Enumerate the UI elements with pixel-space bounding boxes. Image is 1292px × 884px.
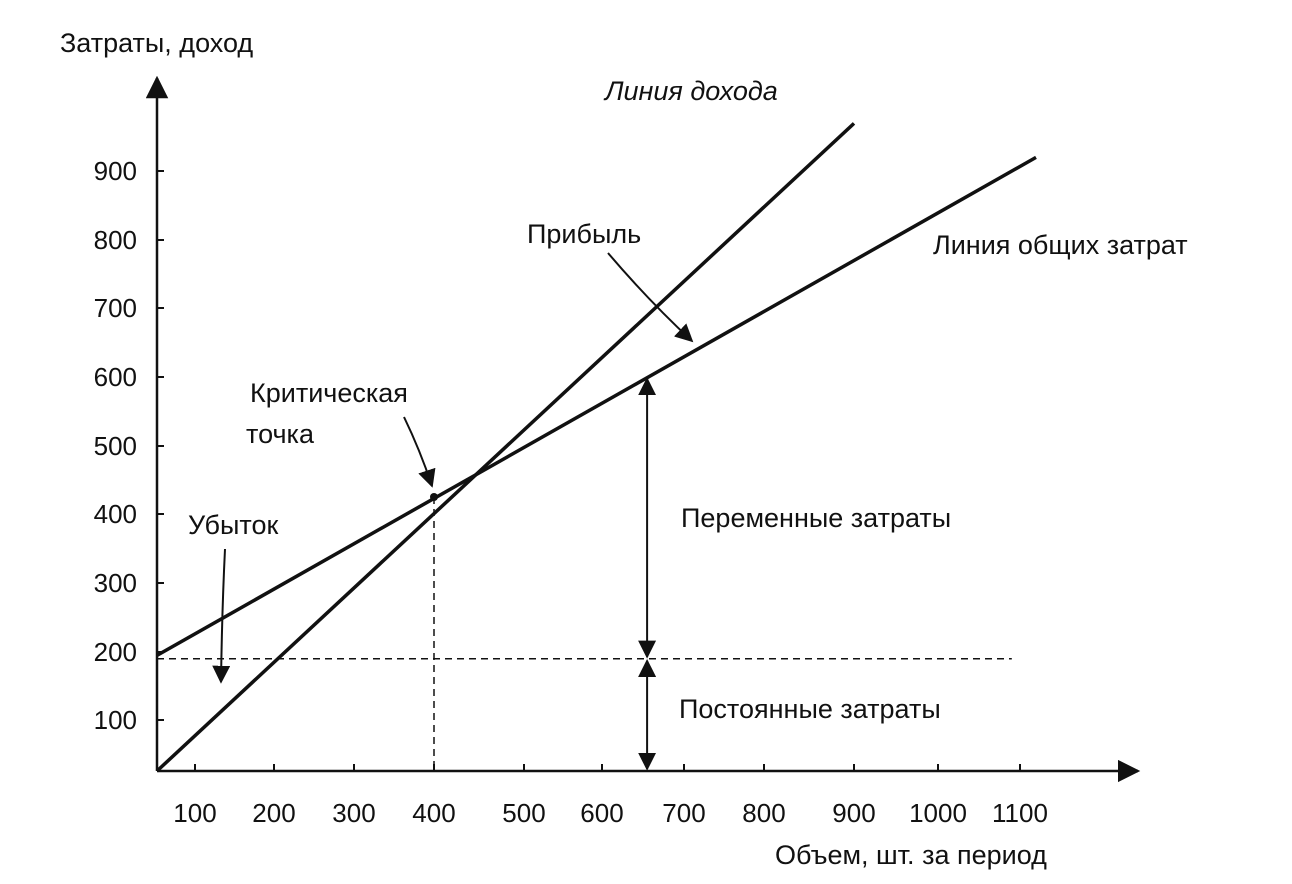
loss-pointer-arrow [212, 548, 231, 684]
x-ticks: 100 200 300 400 500 600 700 800 900 1000 1100 [173, 764, 1048, 828]
x-tick-label: 900 [832, 798, 875, 828]
x-tick-label: 200 [252, 798, 295, 828]
x-tick-label: 1000 [909, 798, 967, 828]
x-tick-label: 1100 [992, 798, 1048, 828]
x-tick-label: 700 [662, 798, 705, 828]
break-even-point [430, 493, 438, 501]
total-cost-line [156, 155, 1037, 657]
profit-label: Прибыль [527, 219, 641, 249]
loss-label: Убыток [188, 510, 279, 540]
y-tick-label: 800 [94, 225, 137, 255]
profit-pointer-arrow [607, 252, 694, 343]
axes [145, 75, 1141, 783]
y-tick-label: 400 [94, 499, 137, 529]
total-cost-line-label: Линия общих затрат [933, 230, 1188, 260]
revenue-line-label: Линия дохода [603, 76, 778, 106]
x-tick-label: 500 [502, 798, 545, 828]
y-axis-title: Затраты, доход [60, 28, 253, 58]
y-tick-label: 900 [94, 156, 137, 186]
x-tick-label: 800 [742, 798, 785, 828]
x-tick-label: 600 [580, 798, 623, 828]
x-tick-label: 400 [412, 798, 455, 828]
x-tick-label: 100 [173, 798, 216, 828]
variable-costs-label: Переменные затраты [681, 503, 951, 533]
x-axis-title: Объем, шт. за период [775, 840, 1047, 870]
y-tick-label: 200 [94, 637, 137, 667]
break-even-label-line1: Критическая [250, 378, 408, 408]
fixed-costs-label: Постоянные затраты [679, 694, 941, 724]
y-tick-label: 600 [94, 362, 137, 392]
break-even-label-line2: точка [246, 419, 315, 449]
y-tick-label: 700 [94, 293, 137, 323]
y-tick-label: 100 [94, 705, 137, 735]
revenue-line [155, 122, 856, 773]
break-even-pointer-arrow [403, 416, 436, 488]
y-tick-label: 300 [94, 568, 137, 598]
y-tick-label: 500 [94, 431, 137, 461]
x-tick-label: 300 [332, 798, 375, 828]
y-ticks: 100 200 300 400 500 600 700 800 900 [94, 156, 164, 735]
